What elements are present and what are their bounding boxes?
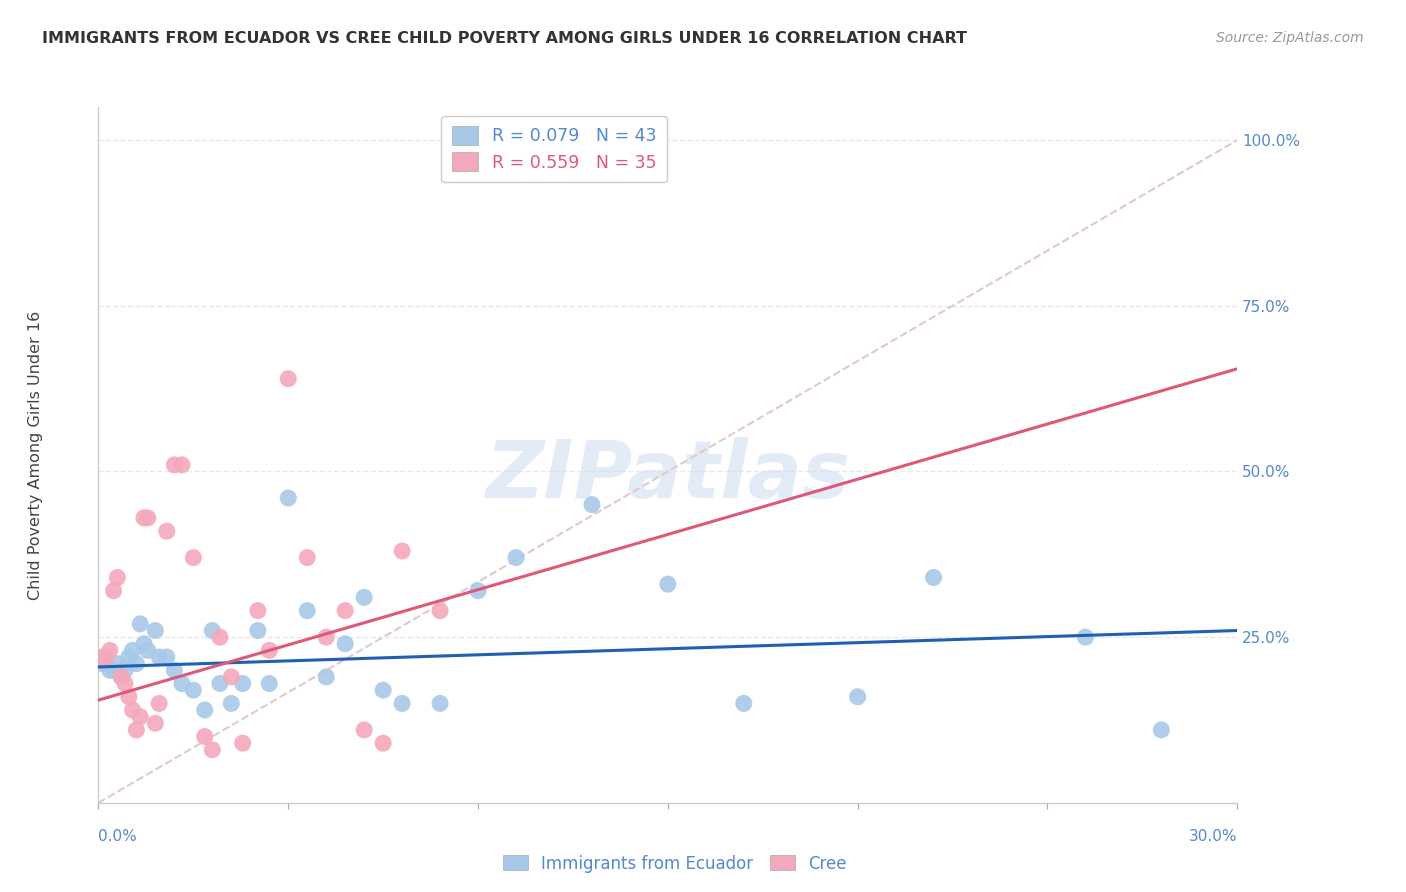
Point bbox=[183, 550, 205, 565]
Point bbox=[125, 657, 148, 671]
Point bbox=[391, 697, 413, 711]
Point bbox=[922, 570, 945, 584]
Point bbox=[429, 697, 451, 711]
Text: Child Poverty Among Girls Under 16: Child Poverty Among Girls Under 16 bbox=[28, 310, 44, 599]
Point bbox=[136, 643, 159, 657]
Point bbox=[277, 491, 299, 505]
Point bbox=[107, 657, 129, 671]
Point bbox=[391, 544, 413, 558]
Point bbox=[373, 736, 395, 750]
Point bbox=[121, 643, 143, 657]
Point bbox=[846, 690, 869, 704]
Point bbox=[1150, 723, 1173, 737]
Point bbox=[129, 616, 152, 631]
Point bbox=[232, 676, 254, 690]
Text: 0.0%: 0.0% bbox=[98, 830, 138, 845]
Point bbox=[170, 676, 193, 690]
Point bbox=[194, 730, 217, 744]
Point bbox=[118, 650, 141, 665]
Point bbox=[107, 570, 129, 584]
Point bbox=[733, 697, 755, 711]
Point bbox=[125, 723, 148, 737]
Point bbox=[156, 524, 179, 538]
Legend: Immigrants from Ecuador, Cree: Immigrants from Ecuador, Cree bbox=[496, 848, 853, 880]
Point bbox=[657, 577, 679, 591]
Point bbox=[114, 663, 136, 677]
Point bbox=[277, 372, 299, 386]
Point bbox=[98, 663, 121, 677]
Point bbox=[297, 604, 319, 618]
Point bbox=[110, 670, 132, 684]
Point bbox=[246, 624, 269, 638]
Point bbox=[145, 716, 167, 731]
Point bbox=[208, 676, 231, 690]
Point bbox=[315, 630, 337, 644]
Point bbox=[246, 604, 269, 618]
Point bbox=[259, 643, 281, 657]
Point bbox=[163, 458, 186, 472]
Point bbox=[259, 676, 281, 690]
Point bbox=[132, 637, 155, 651]
Point bbox=[1074, 630, 1097, 644]
Point bbox=[221, 670, 243, 684]
Point bbox=[118, 690, 141, 704]
Point bbox=[353, 591, 375, 605]
Text: Source: ZipAtlas.com: Source: ZipAtlas.com bbox=[1216, 31, 1364, 45]
Point bbox=[201, 743, 224, 757]
Point bbox=[136, 511, 159, 525]
Point bbox=[110, 670, 132, 684]
Text: 30.0%: 30.0% bbox=[1189, 830, 1237, 845]
Point bbox=[373, 683, 395, 698]
Point bbox=[94, 650, 117, 665]
Point bbox=[353, 723, 375, 737]
Point bbox=[98, 643, 121, 657]
Point bbox=[148, 697, 170, 711]
Point bbox=[156, 650, 179, 665]
Point bbox=[183, 683, 205, 698]
Point bbox=[91, 650, 114, 665]
Point bbox=[103, 663, 125, 677]
Point bbox=[103, 583, 125, 598]
Text: ZIPatlas: ZIPatlas bbox=[485, 437, 851, 515]
Point bbox=[335, 637, 357, 651]
Point bbox=[221, 697, 243, 711]
Point bbox=[429, 604, 451, 618]
Point bbox=[132, 511, 155, 525]
Point bbox=[297, 550, 319, 565]
Point bbox=[232, 736, 254, 750]
Point bbox=[194, 703, 217, 717]
Point bbox=[201, 624, 224, 638]
Point bbox=[91, 657, 114, 671]
Point bbox=[94, 650, 117, 665]
Point bbox=[543, 133, 565, 147]
Point bbox=[335, 604, 357, 618]
Point bbox=[163, 663, 186, 677]
Point bbox=[581, 498, 603, 512]
Point bbox=[208, 630, 231, 644]
Point bbox=[505, 550, 527, 565]
Text: IMMIGRANTS FROM ECUADOR VS CREE CHILD POVERTY AMONG GIRLS UNDER 16 CORRELATION C: IMMIGRANTS FROM ECUADOR VS CREE CHILD PO… bbox=[42, 31, 967, 46]
Legend: R = 0.079   N = 43, R = 0.559   N = 35: R = 0.079 N = 43, R = 0.559 N = 35 bbox=[441, 116, 666, 182]
Point bbox=[114, 676, 136, 690]
Point bbox=[145, 624, 167, 638]
Point bbox=[170, 458, 193, 472]
Point bbox=[315, 670, 337, 684]
Point bbox=[121, 703, 143, 717]
Point bbox=[148, 650, 170, 665]
Point bbox=[129, 709, 152, 723]
Point bbox=[467, 583, 489, 598]
